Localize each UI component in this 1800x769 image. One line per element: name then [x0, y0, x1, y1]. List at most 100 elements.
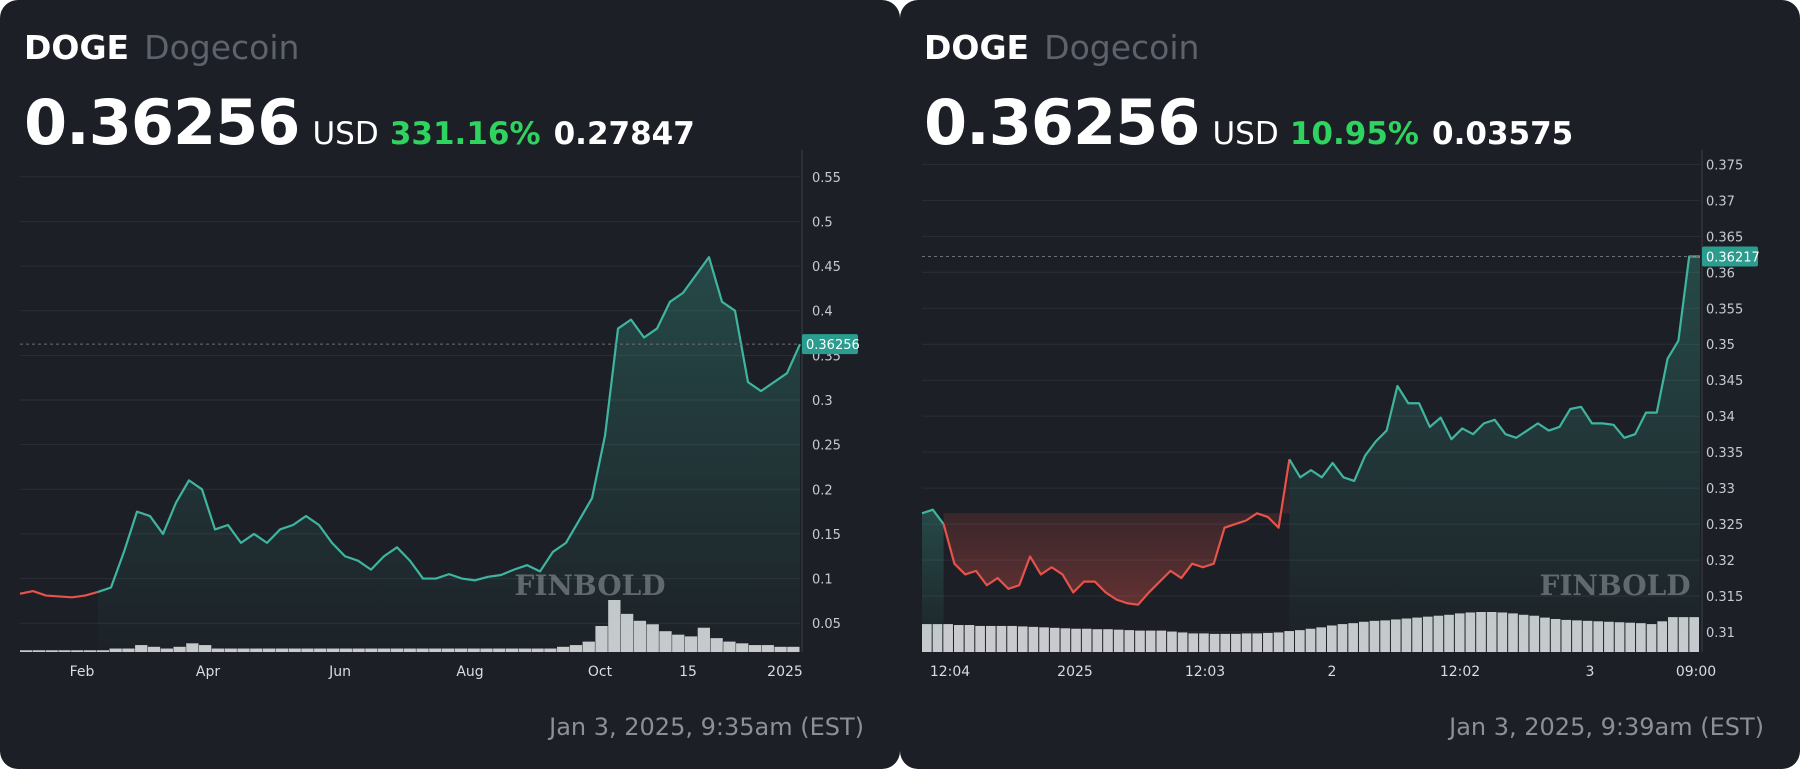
y-tick-label: 0.35 — [1706, 338, 1735, 353]
volume-bar — [20, 650, 33, 652]
volume-bar — [314, 648, 327, 652]
volume-bar — [1156, 630, 1167, 652]
volume-bar — [441, 648, 455, 652]
current-price: 0.36256 — [24, 86, 300, 159]
volume-bar — [996, 625, 1007, 652]
y-tick-label: 0.05 — [812, 617, 841, 632]
x-tick-label: Oct — [588, 664, 613, 680]
volume-bar — [96, 650, 110, 652]
volume-bar — [467, 648, 480, 652]
last-price-tag — [1702, 246, 1758, 267]
coin-symbol: DOGE — [924, 28, 1030, 67]
volume-bar — [160, 648, 173, 652]
volume-bar — [1177, 632, 1188, 652]
volume-bar — [1092, 629, 1103, 652]
y-tick-label: 0.32 — [1706, 554, 1735, 569]
x-tick-label: Jun — [328, 664, 351, 680]
finbold-watermark: FINBOLD — [514, 569, 665, 602]
volume-bar — [454, 648, 468, 652]
change-percent: 10.95% — [1289, 116, 1419, 152]
volume-bar — [378, 648, 391, 652]
y-tick-label: 0.33 — [1706, 482, 1735, 497]
current-price: 0.36256 — [924, 86, 1200, 159]
price-line-down — [942, 459, 1291, 606]
currency-label: USD — [1212, 116, 1279, 152]
volume-bar — [211, 648, 225, 652]
price-line-up — [1288, 255, 1700, 483]
volume-bar — [262, 648, 276, 652]
volume-bar — [403, 648, 416, 652]
area-fill-up — [98, 257, 800, 650]
volume-bar — [1113, 629, 1124, 652]
volume-bar — [1017, 626, 1028, 652]
x-tick-label: 2 — [1328, 664, 1337, 680]
volume-bar — [365, 648, 378, 652]
volume-bar — [1209, 633, 1220, 652]
price-line-up — [97, 256, 802, 594]
y-tick-label: 0.355 — [1706, 302, 1743, 317]
price-line-up — [921, 508, 945, 525]
x-tick-label: 15 — [679, 664, 697, 680]
volume-bar — [250, 648, 263, 652]
x-tick-label: Aug — [456, 664, 483, 680]
volume-bar — [1241, 633, 1252, 652]
volume-bar — [71, 650, 84, 652]
price-chart-yearly[interactable]: 0.050.10.150.20.250.30.350.40.450.50.550… — [0, 0, 900, 769]
volume-bar — [83, 650, 97, 652]
volume-bar — [1145, 630, 1156, 652]
volume-bar — [505, 648, 519, 652]
y-tick-label: 0.325 — [1706, 518, 1743, 533]
timestamp: Jan 3, 2025, 9:39am (EST) — [1449, 713, 1764, 741]
y-tick-label: 0.25 — [812, 439, 841, 454]
volume-bar — [1039, 627, 1049, 652]
chart-panel-yearly: 0.05 0.1 0.15 0.2 0.25 0.3 0.35 0.4 0.45 0.5 0.55 0… — [0, 0, 900, 769]
y-tick-label: 0.5 — [812, 215, 833, 230]
volume-bar — [352, 648, 365, 652]
x-tick-label: 12:04 — [930, 664, 970, 680]
volume-bar — [1220, 633, 1231, 652]
volume-bar — [288, 648, 301, 652]
volume-bar — [1071, 628, 1081, 652]
change-absolute: 0.27847 — [553, 116, 695, 152]
y-tick-label: 0.375 — [1706, 158, 1743, 173]
volume-bar — [390, 648, 404, 652]
y-tick-label: 0.31 — [1706, 626, 1735, 641]
volume-bar — [531, 648, 544, 652]
volume-bar — [1007, 625, 1017, 652]
y-tick-label: 0.345 — [1706, 374, 1743, 389]
coin-name: Dogecoin — [144, 28, 300, 67]
x-tick-label: 2025 — [767, 664, 803, 680]
y-tick-label: 0.37 — [1706, 194, 1735, 209]
volume-bar — [1252, 633, 1263, 652]
x-tick-label: 12:03 — [1185, 664, 1225, 680]
price-line-down — [19, 589, 99, 599]
volume-bar — [237, 648, 250, 652]
volume-bar — [964, 625, 975, 652]
last-price-label: 0.36217 — [1706, 250, 1760, 265]
volume-bar — [109, 648, 122, 652]
y-tick-label: 0.36 — [1706, 266, 1735, 281]
y-tick-label: 0.3 — [812, 394, 833, 409]
volume-bar — [480, 648, 493, 652]
coin-header: DOGE Dogecoin — [924, 28, 1199, 67]
x-tick-label: 3 — [1586, 664, 1595, 680]
y-tick-label: 0.2 — [812, 483, 833, 498]
y-tick-label: 0.45 — [812, 260, 841, 275]
volume-bar — [1081, 628, 1092, 652]
y-tick-label: 0.1 — [812, 573, 833, 588]
volume-bar — [1284, 631, 1295, 652]
coin-header: DOGE Dogecoin — [24, 28, 299, 67]
timestamp: Jan 3, 2025, 9:35am (EST) — [549, 713, 864, 741]
volume-bar — [518, 648, 531, 652]
volume-bar — [943, 624, 953, 652]
volume-bar — [45, 650, 58, 652]
volume-bar — [301, 648, 314, 652]
price-chart-3day[interactable]: 0.31 0.315 0.32 0.325 0.33 0.335 0.34 0.345 0.35… — [900, 0, 1800, 769]
chart-panel-3day: 0.31 0.315 0.32 0.325 0.33 0.335 0.34 0.345 0.35… — [900, 0, 1800, 769]
volume-bar — [1188, 633, 1199, 652]
volume-bar — [1273, 632, 1284, 652]
finbold-watermark: FINBOLD — [1539, 569, 1690, 602]
volume-bar — [1199, 633, 1209, 652]
currency-label: USD — [312, 116, 379, 152]
volume-bar — [1167, 631, 1177, 652]
